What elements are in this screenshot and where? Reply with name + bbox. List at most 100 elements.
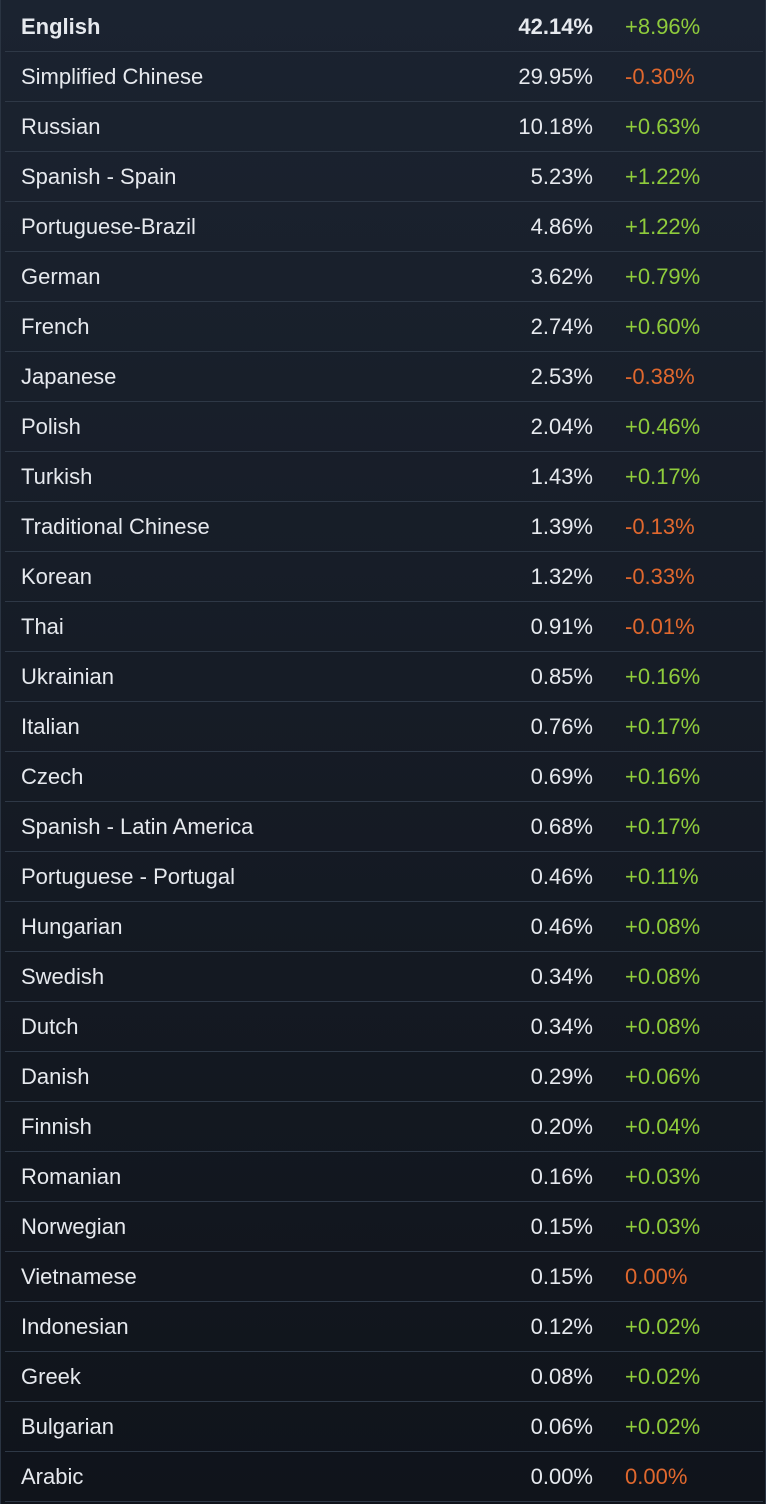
usage-change: +0.17% (625, 464, 701, 489)
table-row: Bulgarian 0.06% +0.02% (5, 1402, 763, 1452)
table-row: Portuguese-Brazil 4.86% +1.22% (5, 202, 763, 252)
table-row: Italian 0.76% +0.17% (5, 702, 763, 752)
language-name: Czech (21, 764, 84, 789)
usage-percentage: 0.00% (530, 1464, 593, 1489)
language-name: Arabic (21, 1464, 84, 1489)
usage-percentage: 42.14% (518, 14, 593, 39)
language-name: Indonesian (21, 1314, 129, 1339)
table-row: Czech 0.69% +0.16% (5, 752, 763, 802)
table-row: Danish 0.29% +0.06% (5, 1052, 763, 1102)
usage-change: 0.00% (625, 1464, 688, 1489)
usage-percentage: 3.62% (530, 264, 593, 289)
table-row: Dutch 0.34% +0.08% (5, 1002, 763, 1052)
usage-percentage: 0.12% (530, 1314, 593, 1339)
usage-change: -0.30% (625, 64, 695, 89)
table-row: Arabic 0.00% 0.00% (5, 1452, 763, 1502)
table-row: German 3.62% +0.79% (5, 252, 763, 302)
usage-change: +0.03% (625, 1214, 701, 1239)
usage-percentage: 0.68% (530, 814, 593, 839)
table-row: Norwegian 0.15% +0.03% (5, 1202, 763, 1252)
usage-percentage: 0.06% (530, 1414, 593, 1439)
language-name: Portuguese - Portugal (21, 864, 236, 889)
language-name: Finnish (21, 1114, 92, 1139)
language-name: Thai (21, 614, 64, 639)
usage-change: +0.16% (625, 764, 701, 789)
usage-change: +0.17% (625, 814, 701, 839)
table-row: Traditional Chinese 1.39% -0.13% (5, 502, 763, 552)
usage-percentage: 0.20% (530, 1114, 593, 1139)
usage-change: +0.04% (625, 1114, 701, 1139)
table-row: Simplified Chinese 29.95% -0.30% (5, 52, 763, 102)
usage-change: +8.96% (625, 14, 701, 39)
table-row: Polish 2.04% +0.46% (5, 402, 763, 452)
usage-percentage: 2.74% (530, 314, 593, 339)
usage-percentage: 0.15% (530, 1264, 593, 1289)
language-name: Hungarian (21, 914, 123, 939)
table-row: Korean 1.32% -0.33% (5, 552, 763, 602)
language-name: Dutch (21, 1014, 79, 1039)
table-row: French 2.74% +0.60% (5, 302, 763, 352)
table-row: Hungarian 0.46% +0.08% (5, 902, 763, 952)
usage-percentage: 29.95% (518, 64, 593, 89)
usage-percentage: 10.18% (518, 114, 593, 139)
language-name: Russian (21, 114, 101, 139)
language-name: Traditional Chinese (21, 514, 210, 539)
usage-percentage: 0.91% (530, 614, 593, 639)
usage-change: +0.17% (625, 714, 701, 739)
table-row: Indonesian 0.12% +0.02% (5, 1302, 763, 1352)
usage-percentage: 0.15% (530, 1214, 593, 1239)
table-row: Romanian 0.16% +0.03% (5, 1152, 763, 1202)
usage-change: +0.02% (625, 1364, 701, 1389)
usage-change: +0.16% (625, 664, 701, 689)
usage-percentage: 2.04% (530, 414, 593, 439)
language-name: Romanian (21, 1164, 122, 1189)
table-row: English 42.14% +8.96% (5, 2, 763, 52)
language-name: Simplified Chinese (21, 64, 204, 89)
usage-percentage: 1.43% (530, 464, 593, 489)
usage-percentage: 5.23% (530, 164, 593, 189)
usage-change: +0.06% (625, 1064, 701, 1089)
table-row: Japanese 2.53% -0.38% (5, 352, 763, 402)
usage-change: +1.22% (625, 214, 701, 239)
language-name: Korean (21, 564, 92, 589)
language-name: Bulgarian (21, 1414, 114, 1439)
table-row: Greek 0.08% +0.02% (5, 1352, 763, 1402)
language-name: Swedish (21, 964, 105, 989)
language-name: Polish (21, 414, 81, 439)
usage-percentage: 0.46% (530, 864, 593, 889)
usage-percentage: 0.76% (530, 714, 593, 739)
usage-change: +1.22% (625, 164, 701, 189)
usage-change: +0.79% (625, 264, 701, 289)
table-row: Ukrainian 0.85% +0.16% (5, 652, 763, 702)
table-row: Swedish 0.34% +0.08% (5, 952, 763, 1002)
language-name: Japanese (21, 364, 117, 389)
language-name: Ukrainian (21, 664, 114, 689)
table-row: Spanish - Spain 5.23% +1.22% (5, 152, 763, 202)
usage-change: +0.11% (625, 864, 699, 889)
table-row: Spanish - Latin America 0.68% +0.17% (5, 802, 763, 852)
usage-percentage: 2.53% (530, 364, 593, 389)
usage-change: -0.13% (625, 514, 695, 539)
usage-percentage: 0.46% (530, 914, 593, 939)
language-name: Italian (21, 714, 80, 739)
usage-change: +0.08% (625, 964, 701, 989)
usage-change: +0.02% (625, 1414, 701, 1439)
table-row: Vietnamese 0.15% 0.00% (5, 1252, 763, 1302)
usage-change: +0.08% (625, 914, 701, 939)
usage-percentage: 0.34% (530, 1014, 593, 1039)
language-name: Turkish (21, 464, 93, 489)
usage-change: +0.63% (625, 114, 701, 139)
table-row: Thai 0.91% -0.01% (5, 602, 763, 652)
usage-change: +0.02% (625, 1314, 701, 1339)
language-name: German (21, 264, 101, 289)
language-name: Vietnamese (21, 1264, 137, 1289)
language-name: English (21, 14, 101, 39)
table-row: Portuguese - Portugal 0.46% +0.11% (5, 852, 763, 902)
language-name: Danish (21, 1064, 90, 1089)
usage-change: +0.03% (625, 1164, 701, 1189)
usage-change: +0.46% (625, 414, 701, 439)
usage-change: 0.00% (625, 1264, 688, 1289)
usage-percentage: 0.16% (530, 1164, 593, 1189)
usage-change: -0.38% (625, 364, 695, 389)
